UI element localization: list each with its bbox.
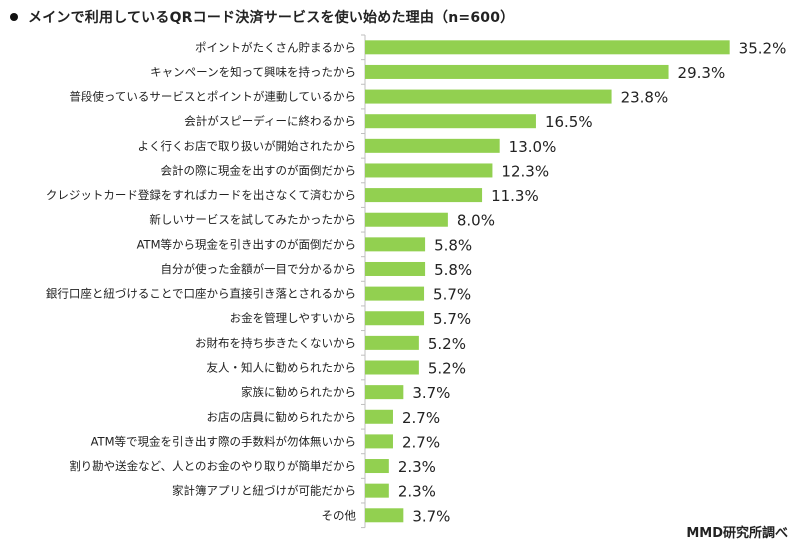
value-label: 11.3%	[491, 187, 539, 205]
value-label: 3.7%	[412, 384, 450, 402]
value-label: 5.2%	[428, 335, 466, 353]
category-label: その他	[322, 508, 357, 522]
category-label: ATM等で現金を引き出す際の手数料が勿体無いから	[91, 434, 356, 448]
category-label: 家族に勧められたから	[241, 385, 356, 399]
bar	[365, 459, 389, 474]
category-label: 友人・知人に勧められたから	[207, 361, 357, 375]
category-label: よく行くお店で取り扱いが開始されたから	[138, 139, 357, 153]
category-label: お金を管理しやすいから	[230, 311, 356, 325]
bar	[365, 385, 404, 400]
value-label: 5.2%	[428, 360, 466, 378]
value-label: 2.3%	[398, 458, 436, 476]
bar	[365, 163, 493, 178]
value-label: 13.0%	[509, 138, 557, 156]
value-label: 2.7%	[402, 409, 440, 427]
value-label: 3.7%	[412, 507, 450, 525]
bar	[365, 286, 425, 301]
value-label: 2.7%	[402, 433, 440, 451]
category-label: 普段使っているサービスとポイントが連動しているから	[69, 90, 356, 104]
value-label: 5.8%	[434, 261, 472, 279]
value-label: 35.2%	[739, 39, 787, 57]
category-label: 自分が使った金額が一目で分かるから	[161, 262, 357, 276]
category-label: ポイントがたくさん貯まるから	[195, 40, 356, 54]
bar	[365, 188, 483, 203]
value-label: 29.3%	[678, 64, 726, 82]
value-label: 23.8%	[621, 89, 669, 107]
category-label: 会計の際に現金を出すのが面倒だから	[161, 163, 357, 177]
title-bullet-icon	[10, 13, 18, 21]
category-label: 家計簿アプリと紐づけが可能だから	[172, 484, 356, 498]
bar	[365, 64, 669, 79]
value-label: 5.7%	[433, 286, 471, 304]
bar	[365, 483, 389, 498]
value-label: 12.3%	[501, 162, 549, 180]
value-label: 5.8%	[434, 236, 472, 254]
bar	[365, 138, 500, 153]
category-label: 新しいサービスを試してみたかったから	[149, 213, 356, 227]
category-label: クレジットカード登録をすればカードを出さなくて済むから	[46, 188, 356, 202]
value-label: 16.5%	[545, 113, 593, 131]
bar	[365, 114, 536, 129]
bar	[365, 508, 404, 523]
category-label: 会計がスピーディーに終わるから	[184, 114, 356, 128]
bar	[365, 40, 730, 55]
bar	[365, 409, 393, 424]
source-note: MMD研究所調べ	[686, 526, 788, 541]
bar	[365, 237, 426, 252]
bar	[365, 360, 419, 375]
value-label: 5.7%	[433, 310, 471, 328]
category-label: 銀行口座と紐づけることで口座から直接引き落とされるから	[46, 287, 356, 301]
category-label: ATM等から現金を引き出すのが面倒だから	[137, 237, 356, 251]
category-label: 割り勘や送金など、人とのお金のやり取りが簡単だから	[69, 459, 356, 473]
bar	[365, 335, 419, 350]
chart-title: メインで利用しているQRコード決済サービスを使い始めた理由（n=600）	[28, 10, 515, 26]
category-label: お店の店員に勧められたから	[207, 410, 357, 424]
category-label: キャンペーンを知って興味を持ったから	[150, 65, 356, 79]
bar	[365, 89, 612, 104]
chart-title-row: メインで利用しているQRコード決済サービスを使い始めた理由（n=600）	[10, 7, 514, 27]
bar	[365, 261, 426, 276]
value-label: 8.0%	[457, 212, 495, 230]
bar	[365, 434, 393, 449]
value-label: 2.3%	[398, 483, 436, 501]
bar	[365, 212, 448, 227]
bar	[365, 311, 425, 326]
category-label: お財布を持ち歩きたくないから	[195, 336, 356, 350]
